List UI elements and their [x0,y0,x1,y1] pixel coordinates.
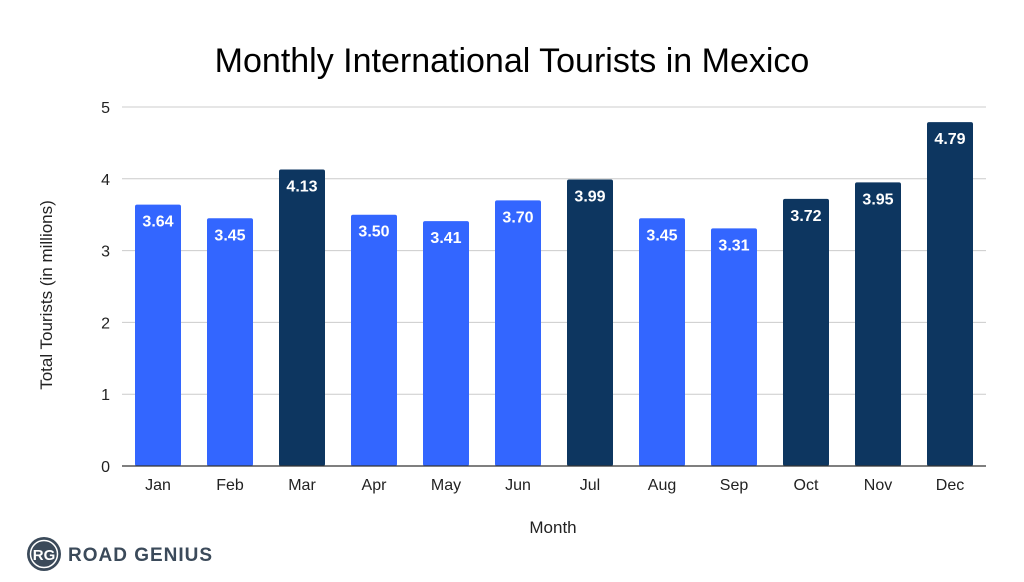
bar-may [423,221,469,466]
x-tick-label: Aug [648,477,676,494]
x-tick-label: Nov [864,477,892,494]
bar-jul [567,179,613,466]
x-axis-label: Month [529,518,576,537]
x-axis-ticks: Jan Feb Mar Apr May Jun Jul Aug Sep Oct Nov Dec [145,477,964,494]
bar-aug [639,218,685,466]
y-tick-label: 0 [101,459,110,476]
bar-sep [711,228,757,466]
x-tick-label: Apr [362,477,388,494]
bar-apr [351,214,397,466]
bar-jun [495,200,541,466]
bar-nov [855,182,901,466]
data-label: 3.41 [430,230,461,247]
chart-title: Monthly International Tourists in Mexico [215,42,810,80]
x-tick-label: Oct [794,477,819,494]
x-tick-label: Mar [288,477,316,494]
x-tick-label: Dec [936,477,964,494]
y-axis-ticks: 0 1 2 3 4 5 [101,100,110,476]
x-tick-label: Jan [145,477,171,494]
data-label: 3.72 [790,208,821,225]
bar-mar [279,169,325,466]
logo-initials: RG [33,547,56,564]
data-label: 3.31 [718,237,749,254]
logo-badge-ring [29,539,59,569]
data-label: 3.50 [358,224,389,241]
bar-jan [135,204,181,466]
data-label: 3.45 [646,227,677,244]
y-tick-label: 4 [101,172,110,189]
data-label: 4.13 [286,178,317,195]
x-tick-label: May [431,477,461,494]
bar-oct [783,198,829,467]
x-tick-label: Sep [720,477,749,494]
x-tick-label: Feb [216,477,244,494]
data-label: 3.99 [574,189,605,206]
y-tick-label: 1 [101,387,110,404]
data-label: 3.64 [142,214,173,231]
data-label: 4.79 [934,131,965,148]
y-tick-label: 5 [101,100,110,117]
bar-feb [207,218,253,466]
gridlines [122,106,986,395]
bar-dec [927,122,973,466]
data-label: 3.45 [214,227,245,244]
y-tick-label: 3 [101,244,110,261]
x-tick-label: Jul [580,477,600,494]
logo-text: ROAD GENIUS [68,545,213,566]
data-label: 3.95 [862,191,893,208]
y-axis-label: Total Tourists (in millions) [37,200,56,390]
x-tick-label: Jun [505,477,531,494]
data-label: 3.70 [502,209,533,226]
logo-badge-icon [27,537,61,571]
bars: 3.64 3.45 4.13 3.50 3.41 3.70 3.99 3.45 3.31 3.72… [135,122,973,467]
road-genius-logo: RG ROAD GENIUS [27,537,213,571]
y-tick-label: 2 [101,315,110,332]
